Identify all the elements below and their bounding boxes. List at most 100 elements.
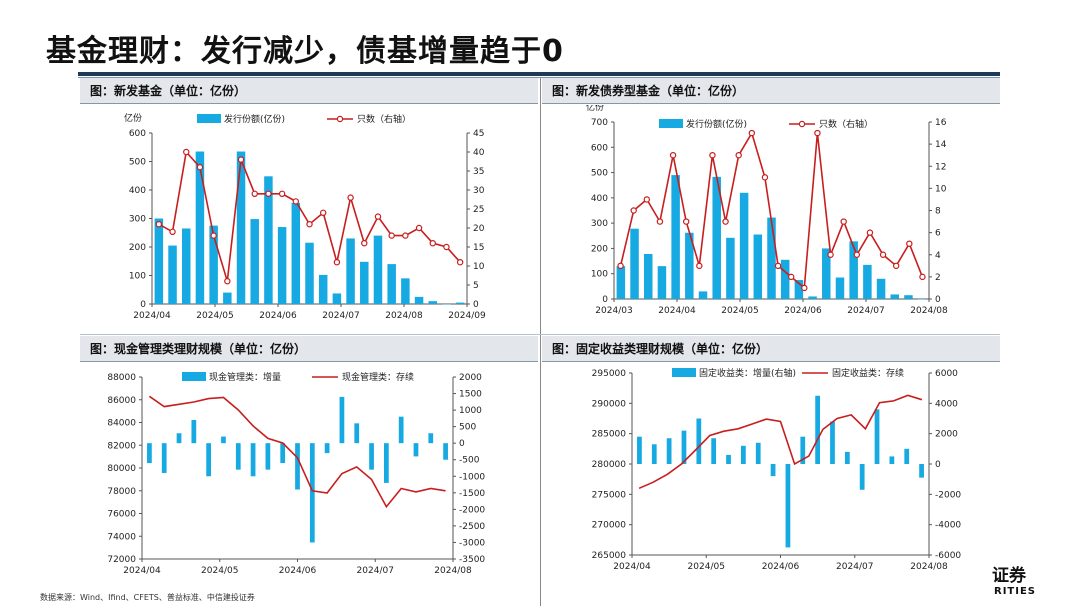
bar: [800, 436, 806, 464]
line-point: [801, 284, 808, 292]
right-tick-label: 20: [473, 224, 485, 234]
right-tick-label: 1500: [459, 390, 482, 400]
line-point: [840, 218, 847, 225]
bar: [651, 444, 657, 464]
bar: [876, 278, 886, 299]
bar: [264, 176, 273, 304]
right-tick-label: -3000: [459, 538, 485, 548]
right-tick-label: 2: [935, 273, 941, 283]
bar: [698, 291, 708, 299]
right-tick-label: 0: [473, 300, 479, 310]
bar: [919, 464, 924, 478]
right-tick-label: 35: [473, 167, 484, 177]
bar: [236, 151, 246, 304]
line-point: [696, 262, 703, 270]
bar: [428, 301, 438, 304]
right-tick-label: 4: [935, 251, 941, 261]
left-tick-label: 270000: [592, 521, 627, 531]
bar: [154, 218, 164, 304]
bar: [822, 248, 831, 299]
x-tick-label: 2024/06: [784, 306, 822, 316]
right-tick-label: -2500: [459, 522, 485, 532]
bar: [265, 443, 271, 470]
x-tick-label: 2024/04: [613, 562, 651, 572]
bar: [616, 266, 626, 299]
left-tick-label: 0: [602, 295, 608, 305]
bar: [753, 234, 763, 299]
bar: [373, 235, 383, 304]
line-point: [892, 262, 900, 270]
x-tick-label: 2024/04: [658, 306, 696, 316]
line-point: [265, 190, 272, 198]
right-tick-label: -1500: [459, 489, 485, 499]
line-point: [388, 232, 395, 239]
line-point: [735, 151, 742, 159]
left-tick-label: 300: [129, 215, 146, 225]
line-point: [656, 218, 664, 225]
panel-divider: [540, 78, 541, 606]
right-tick-label: 16: [935, 118, 947, 128]
bar: [383, 443, 389, 483]
line-point: [879, 251, 887, 258]
line-point: [866, 229, 874, 236]
left-tick-label: 74000: [107, 532, 136, 542]
bar: [442, 304, 451, 305]
left-tick-label: 80000: [107, 464, 136, 474]
bar: [221, 436, 226, 444]
legend-bar-label: 固定收益类：增量(右轴): [699, 367, 796, 379]
bar: [785, 464, 791, 548]
line-point: [347, 194, 354, 201]
legend-line-label: 只数（右轴）: [819, 118, 873, 130]
right-tick-label: -500: [459, 456, 480, 466]
right-tick-label: 14: [935, 140, 947, 150]
left-tick-label: 275000: [592, 490, 627, 500]
line-point: [155, 220, 163, 228]
right-tick-label: 4000: [935, 399, 958, 409]
bar: [346, 238, 355, 304]
bar: [398, 416, 404, 444]
bar: [195, 151, 205, 304]
right-tick-label: 15: [473, 243, 484, 253]
bar: [666, 438, 672, 464]
chart-new-funds: 0 100 200 300 400 500 600 0 5 10 15 20 25 30 35 40 45 亿份 2…: [124, 112, 486, 321]
bar: [147, 443, 152, 464]
brand-logo-sub: RITIES: [994, 586, 1036, 597]
legend-bar-label: 发行份额(亿份): [686, 118, 747, 130]
chart-new-bond-funds: 0 100 200 300 400 500 600 700 0 2 4 6 8 10 12 14 16 亿份 202…: [586, 105, 948, 316]
bar: [428, 433, 434, 444]
left-tick-label: 500: [129, 158, 146, 168]
bar: [305, 242, 314, 304]
row-separator: [80, 334, 1000, 335]
bar: [874, 409, 880, 464]
right-tick-label: 10: [473, 262, 485, 272]
bar: [206, 443, 212, 477]
bar: [295, 443, 300, 490]
bar: [455, 302, 465, 304]
right-tick-label: 10: [935, 184, 947, 194]
left-tick-label: 0: [140, 300, 146, 310]
left-tick-label: 295000: [592, 369, 627, 379]
line-point: [196, 164, 204, 171]
right-tick-label: 0: [935, 295, 941, 305]
line-point: [709, 151, 716, 159]
bar: [277, 227, 287, 304]
line-point: [669, 151, 677, 159]
title-rule-light: [78, 77, 1000, 78]
line-point: [374, 213, 382, 220]
bar: [161, 443, 167, 473]
series-line: [148, 395, 446, 509]
line-point: [292, 198, 300, 205]
bar: [859, 464, 865, 490]
legend-bar-label: 发行份额(亿份): [224, 113, 285, 125]
bar: [637, 436, 642, 464]
right-tick-label: 45: [473, 129, 484, 139]
bar: [250, 443, 256, 477]
bar: [671, 175, 680, 299]
x-tick-label: 2024/06: [762, 562, 800, 572]
legend-bar-swatch: [672, 368, 696, 377]
left-tick-label: 600: [129, 129, 146, 139]
line-point: [210, 232, 217, 239]
legend-bar-swatch: [182, 372, 206, 381]
bar: [726, 454, 731, 464]
x-tick-label: 2024/07: [836, 562, 873, 572]
